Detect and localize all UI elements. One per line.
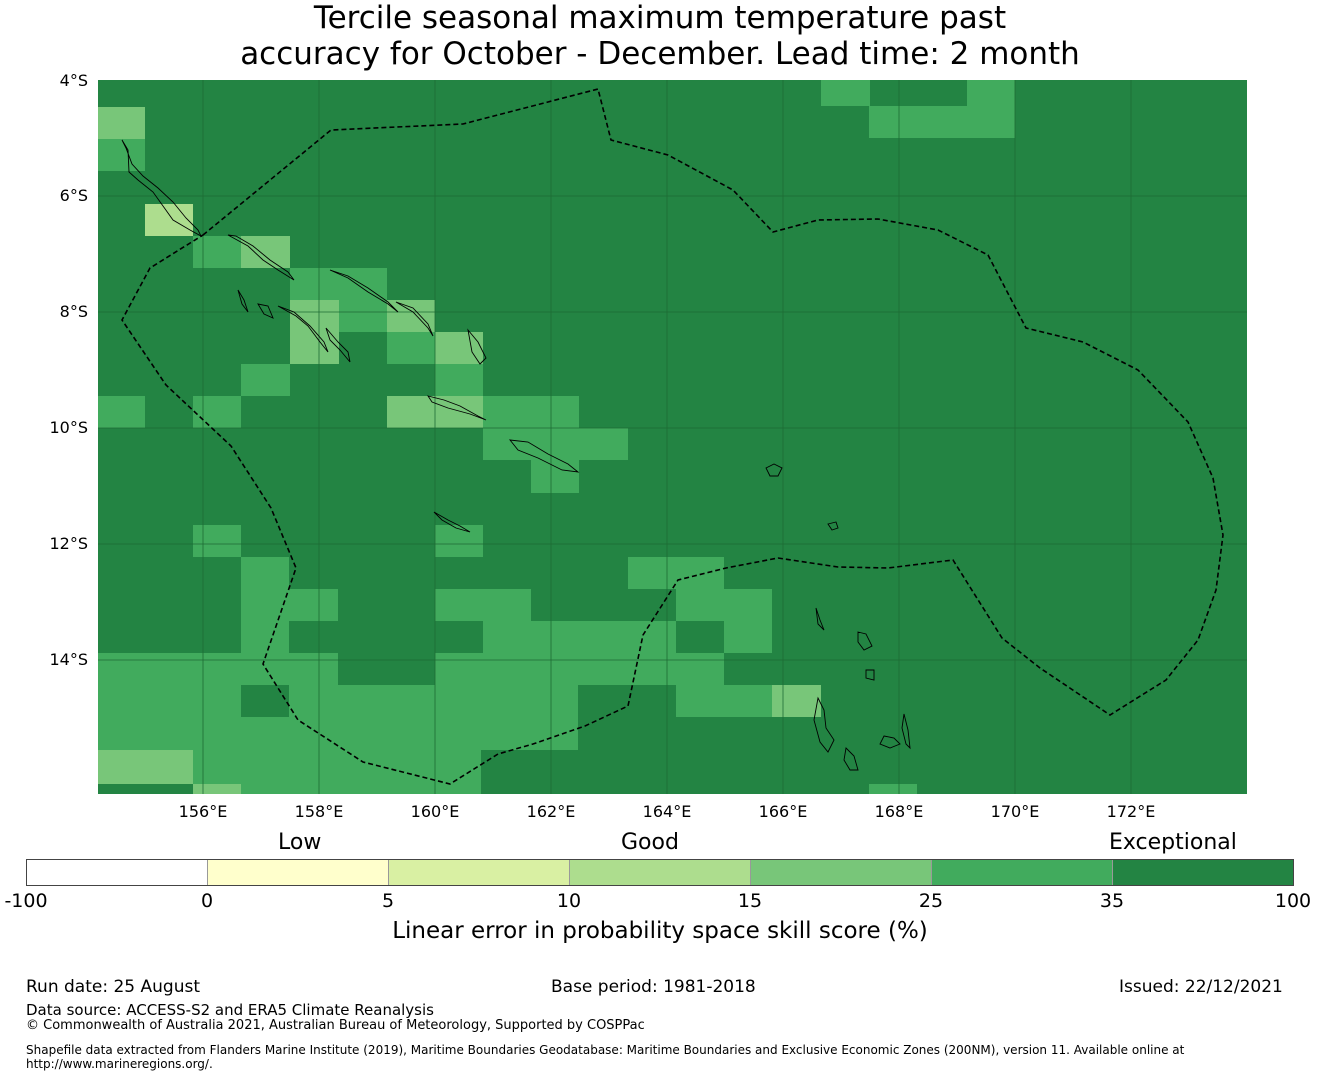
lon-label-164e: 164°E — [642, 802, 692, 821]
lon-label-156e: 156°E — [178, 802, 228, 821]
colorbar-tick: 0 — [200, 890, 214, 912]
lon-label-170e: 170°E — [990, 802, 1040, 821]
category-low: Low — [278, 830, 322, 855]
grid-cell — [241, 364, 290, 396]
grid-cell — [289, 621, 338, 653]
grid-cell — [339, 300, 387, 332]
grid-cell — [193, 750, 481, 784]
grid-cell — [967, 80, 1015, 106]
grid-cell — [98, 717, 578, 750]
grid-cell — [483, 428, 628, 460]
shapefile-credit-line-1: Shapefile data extracted from Flanders M… — [26, 1043, 1185, 1057]
grid-cell — [338, 653, 435, 685]
colorbar-segment — [1113, 860, 1293, 885]
grid-cell — [98, 396, 145, 428]
colorbar — [26, 859, 1294, 886]
colorbar-label: Linear error in probability space skill … — [392, 918, 928, 944]
colorbar-segment — [751, 860, 932, 885]
run-date: Run date: 25 August — [26, 977, 200, 997]
grid-cell — [435, 621, 483, 653]
grid-cell — [579, 717, 869, 794]
eez-boundary — [121, 88, 1224, 785]
grid-cell — [628, 557, 724, 589]
grid-cell — [241, 685, 289, 717]
grid-cell — [193, 396, 241, 428]
grid-cell — [98, 750, 193, 784]
lat-label-6s: 6°S — [59, 186, 88, 205]
grid-cell — [435, 589, 531, 621]
grid-cell — [193, 236, 241, 268]
colorbar-tick: -100 — [4, 890, 48, 912]
grid-cell — [98, 107, 145, 139]
issued-date: Issued: 22/12/2021 — [1119, 977, 1283, 997]
lon-label-158e: 158°E — [294, 802, 344, 821]
grid-cell — [724, 621, 772, 653]
lat-label-10s: 10°S — [49, 418, 88, 437]
lat-label-4s: 4°S — [59, 71, 88, 90]
grid-cell — [531, 589, 628, 621]
grid-cell — [435, 525, 483, 557]
grid-cell — [289, 685, 578, 717]
grid-cell — [241, 784, 481, 794]
grid-cell — [772, 685, 821, 717]
grid-cell — [98, 685, 241, 717]
grid-cell — [676, 621, 724, 653]
grid-cell — [435, 653, 724, 685]
grid-cells — [98, 80, 1015, 794]
grid-cell — [98, 139, 145, 171]
lon-label-168e: 168°E — [874, 802, 924, 821]
lat-label-12s: 12°S — [49, 534, 88, 553]
grid-cell — [290, 268, 339, 300]
graticule — [98, 80, 1247, 794]
grid-cell — [531, 460, 579, 493]
colorbar-tick: 10 — [556, 890, 582, 912]
grid-cell — [821, 80, 870, 106]
colorbar-tick: 5 — [381, 890, 395, 912]
lat-label-8s: 8°S — [59, 302, 88, 321]
grid-cell — [579, 685, 676, 717]
grid-cell — [724, 653, 772, 685]
title-line-2: accuracy for October - December. Lead ti… — [240, 36, 1080, 72]
skill-score-map — [98, 80, 1247, 794]
grid-cell — [481, 750, 579, 794]
grid-cell — [676, 589, 772, 621]
colorbar-tick: 25 — [918, 890, 944, 912]
grid-cell — [241, 236, 290, 268]
grid-cell — [145, 204, 193, 236]
colorbar-tick: 35 — [1099, 890, 1125, 912]
grid-cell — [531, 396, 579, 428]
data-source: Data source: ACCESS-S2 and ERA5 Climate … — [26, 1001, 434, 1019]
grid-cell — [483, 396, 531, 428]
colorbar-tick: 100 — [1274, 890, 1312, 912]
grid-cell — [869, 784, 917, 794]
lon-label-160e: 160°E — [410, 802, 460, 821]
grid-cell — [193, 525, 241, 557]
grid-cell — [241, 557, 289, 653]
colorbar-segment — [27, 860, 208, 885]
copyright: © Commonwealth of Australia 2021, Austra… — [26, 1018, 645, 1033]
lon-label-166e: 166°E — [758, 802, 808, 821]
category-exceptional: Exceptional — [1109, 830, 1237, 855]
title-line-1: Tercile seasonal maximum temperature pas… — [313, 0, 1007, 36]
colorbar-segment — [389, 860, 570, 885]
grid-cell — [387, 332, 435, 364]
colorbar-tick: 15 — [737, 890, 763, 912]
category-good: Good — [621, 830, 679, 855]
lon-label-172e: 172°E — [1106, 802, 1156, 821]
base-period: Base period: 1981-2018 — [551, 977, 756, 997]
grid-cell — [290, 300, 339, 364]
colorbar-segment — [570, 860, 751, 885]
grid-cell — [869, 106, 1015, 138]
grid-cell — [98, 653, 338, 685]
shapefile-credit-line-2: http://www.marineregions.org/. — [26, 1057, 213, 1071]
grid-cell — [435, 332, 483, 364]
grid-cell — [339, 268, 387, 300]
grid-cell — [193, 784, 241, 794]
colorbar-segment — [208, 860, 389, 885]
lon-label-162e: 162°E — [526, 802, 576, 821]
lat-label-14s: 14°S — [49, 650, 88, 669]
grid-cell — [435, 364, 483, 396]
colorbar-segment — [932, 860, 1113, 885]
grid-cell — [289, 589, 338, 621]
